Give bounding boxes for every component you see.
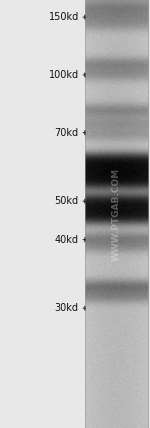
Text: 150kd: 150kd (48, 12, 79, 22)
Text: 50kd: 50kd (55, 196, 79, 206)
Text: WWW.PTGAB.COM: WWW.PTGAB.COM (112, 167, 121, 261)
Text: 40kd: 40kd (55, 235, 79, 245)
Text: 70kd: 70kd (55, 128, 79, 138)
Text: 30kd: 30kd (55, 303, 79, 313)
Text: 100kd: 100kd (49, 70, 79, 80)
